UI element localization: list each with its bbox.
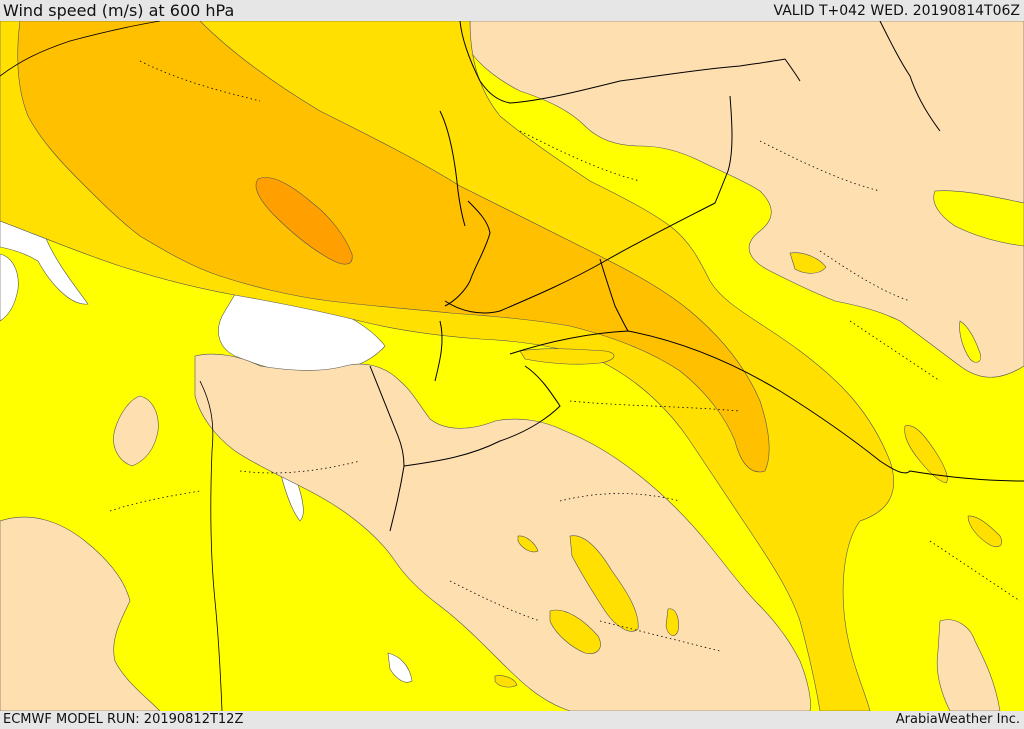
admin-dotted-line-1 [519,130,641,182]
sea-area-southwest [0,253,19,322]
contour-band-3-main [17,21,770,473]
model-run-label: ECMWF MODEL RUN: 20190812T12Z [3,712,244,727]
contour-band-low-north [469,21,1024,378]
sea-area-south [387,652,413,683]
border-line-10 [439,110,466,227]
admin-dotted-line-9 [599,620,721,652]
contour-island-11 [517,535,539,553]
border-line-11 [879,21,941,132]
contour-band-4-core [255,177,353,265]
admin-dotted-line-7 [109,490,201,512]
contour-island-7 [933,190,1024,247]
border-line-3 [444,95,733,314]
credit-label: ArabiaWeather Inc. [895,712,1020,727]
map-canvas [0,21,1024,711]
contour-island-1 [569,535,639,632]
contour-island-6 [789,252,827,274]
admin-dotted-line-10 [139,60,261,102]
contour-island-2 [549,609,601,654]
border-line-9 [389,465,405,532]
border-line-2 [784,58,801,82]
admin-dotted-line-6 [449,580,541,622]
border-line-6 [434,320,443,382]
border-line-4 [599,258,629,332]
wind-speed-map [0,21,1024,711]
border-line-7 [444,200,491,307]
contour-band-low-south-patch [936,619,1001,711]
valid-time-label: VALID T+042 WED. 20190814T06Z [773,3,1020,19]
admin-dotted-line-4 [569,400,741,412]
admin-dotted-line-11 [849,320,941,382]
admin-dotted-line-5 [559,493,681,502]
border-line-1 [459,21,786,104]
border-line-8 [369,365,561,467]
footer-bar: ECMWF MODEL RUN: 20190812T12Z ArabiaWeat… [0,711,1024,729]
header-bar: Wind speed (m/s) at 600 hPa VALID T+042 … [0,0,1024,21]
contour-island-3 [904,425,948,484]
contour-island-9 [665,608,679,636]
border-line-12 [0,21,161,77]
contour-island-8 [519,348,615,365]
contour-band-low-southwest [0,516,161,711]
contour-island-4 [967,515,1002,547]
contour-band-low-egypt [194,353,811,711]
contour-band-low-west-patch [113,395,159,467]
admin-dotted-line-12 [929,540,1021,602]
border-line-5 [509,330,1024,482]
contour-island-10 [494,675,518,688]
contour-island-5 [959,320,981,363]
map-title: Wind speed (m/s) at 600 hPa [3,1,235,20]
border-line-13 [199,380,223,711]
admin-dotted-line-2 [759,140,881,192]
